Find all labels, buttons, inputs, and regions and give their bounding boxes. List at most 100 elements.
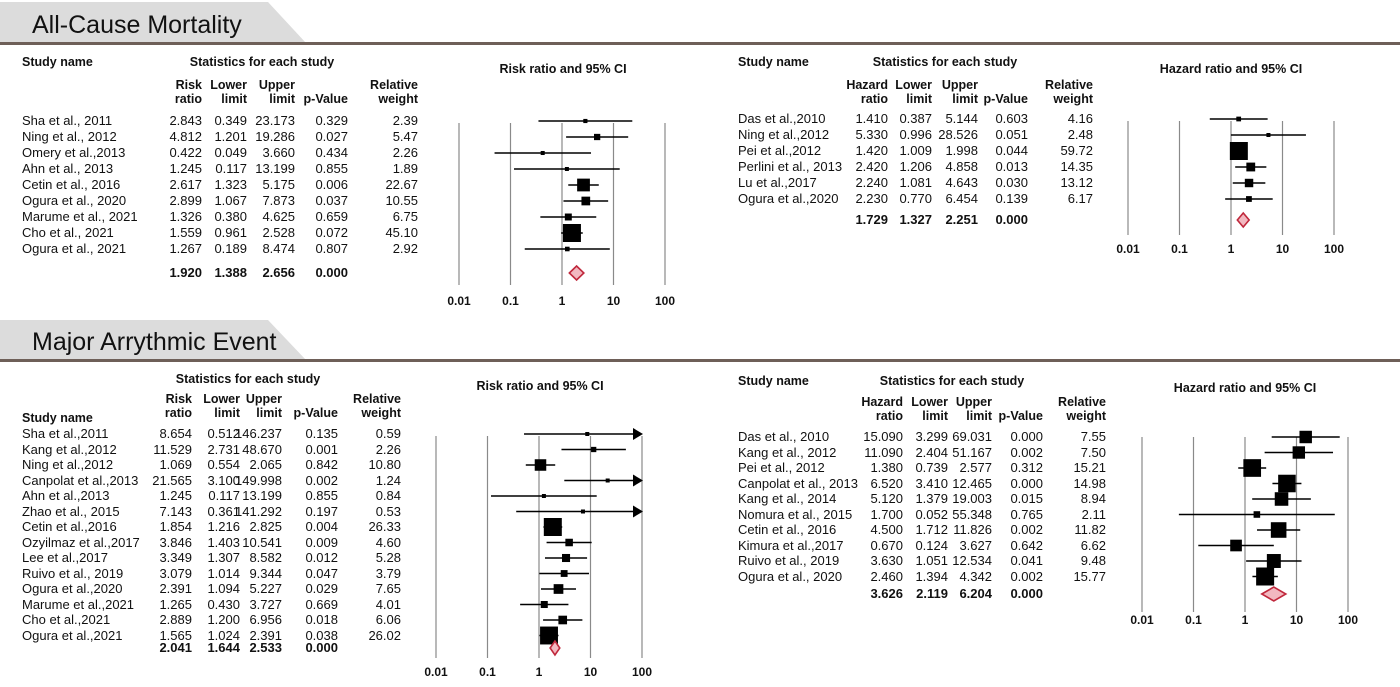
upper-limit-value: 8.474 [262, 241, 295, 256]
ratio-value: 1.265 [159, 596, 192, 612]
study-name: Pei et al.,2012 [738, 143, 822, 158]
p-value: 0.002 [1010, 522, 1043, 537]
ratio-value: 1.267 [169, 241, 202, 256]
study-estimate-box [565, 538, 573, 547]
relative-weight-value: 7.65 [375, 581, 401, 596]
p-value: 0.012 [305, 550, 338, 565]
relative-weight-value: 7.55 [1080, 429, 1106, 444]
study-estimate-box [1270, 522, 1287, 538]
upper-limit-value: 48.670 [242, 441, 282, 457]
upper-limit-header-line2: limit [269, 92, 295, 106]
study-name: Cetin et al.,2016 [22, 519, 117, 534]
study-name: Ogura et al.,2021 [22, 627, 123, 643]
relative-weight-value: 14.98 [1073, 475, 1106, 491]
ratio-header-line2: ratio [860, 92, 888, 106]
weight-header-line1: Relative [1058, 395, 1106, 409]
upper-limit-value: 51.167 [952, 444, 992, 460]
upper-limit-value: 4.342 [959, 568, 992, 584]
pooled-lower-limit: 1.644 [207, 640, 240, 655]
relative-weight-value: 1.24 [375, 472, 401, 488]
relative-weight-value: 15.21 [1073, 460, 1106, 475]
ci-arrow [633, 505, 643, 518]
lower-limit-header-line2: limit [221, 92, 247, 106]
ratio-value: 1.420 [855, 143, 888, 158]
lower-limit-value: 2.404 [915, 444, 948, 460]
ratio-value: 2.391 [159, 581, 192, 596]
ratio-value: 1.410 [855, 111, 888, 126]
study-estimate-box [581, 196, 591, 206]
lower-limit-value: 1.206 [899, 159, 932, 174]
study-name: Kang et al.,2012 [22, 441, 117, 457]
tick-label-0.1: 0.1 [479, 665, 496, 679]
ratio-value: 3.349 [159, 550, 192, 565]
p-value: 0.044 [995, 143, 1028, 158]
study-estimate-box [534, 459, 547, 471]
study-estimate-box [540, 150, 545, 156]
tick-label-10: 10 [584, 665, 598, 679]
weight-header-line1: Relative [370, 78, 418, 92]
p-value: 0.041 [1010, 553, 1043, 568]
tick-label-10: 10 [607, 294, 621, 308]
tick-label-10: 10 [1290, 613, 1304, 627]
lower-limit-value: 1.009 [899, 143, 932, 158]
relative-weight-value: 15.77 [1073, 568, 1106, 584]
pooled-p-value: 0.000 [305, 640, 338, 655]
upper-limit-value: 5.227 [249, 581, 282, 596]
study-estimate-box [1292, 446, 1306, 459]
p-value: 0.002 [1010, 444, 1043, 460]
ratio-value: 1.854 [159, 519, 192, 534]
ratio-value: 1.700 [870, 506, 903, 522]
study-name: Ning et al.,2012 [738, 127, 830, 142]
lower-limit-value: 0.124 [915, 537, 948, 553]
study-name-header: Study name [738, 55, 809, 69]
tick-label-0.1: 0.1 [1171, 242, 1188, 256]
study-name: Ogura et al., 2020 [22, 193, 127, 208]
lower-limit-value: 3.410 [915, 475, 948, 491]
upper-limit-header-line2: limit [256, 406, 282, 420]
ratio-value: 5.330 [855, 127, 888, 142]
study-name: Ning et al., 2012 [22, 129, 117, 144]
ratio-value: 4.812 [169, 129, 202, 144]
study-name: Ahn et al., 2013 [22, 161, 114, 176]
upper-limit-value: 5.175 [262, 177, 295, 192]
relative-weight-value: 6.17 [1067, 191, 1093, 206]
lower-limit-value: 0.512 [207, 426, 240, 441]
p-value-header: p-Value [303, 92, 348, 106]
upper-limit-value: 4.643 [945, 175, 978, 190]
study-name: Cetin et al., 2016 [738, 522, 837, 537]
relative-weight-value: 6.06 [375, 612, 401, 627]
tick-label-100: 100 [632, 665, 652, 679]
ratio-value: 1.380 [870, 460, 903, 475]
relative-weight-value: 11.82 [1074, 522, 1106, 537]
study-name: Kang et al., 2012 [738, 444, 837, 460]
p-value: 0.855 [305, 488, 338, 503]
lower-limit-value: 1.394 [915, 568, 948, 584]
lower-limit-value: 1.307 [207, 550, 240, 565]
pooled-upper-limit: 2.251 [945, 212, 978, 227]
ratio-value: 11.090 [864, 444, 903, 460]
study-estimate-box [540, 626, 558, 645]
ratio-value: 8.654 [159, 426, 192, 441]
study-estimate-box [562, 224, 581, 242]
p-value: 0.004 [305, 519, 338, 534]
lower-limit-value: 0.361 [207, 503, 240, 519]
section-divider [0, 359, 1400, 362]
relative-weight-value: 2.39 [392, 113, 418, 128]
weight-header-line1: Relative [1045, 78, 1093, 92]
lower-limit-value: 1.014 [207, 565, 240, 581]
upper-limit-header-line2: limit [966, 409, 992, 423]
study-estimate-box [583, 118, 588, 124]
study-name: Ruivo et al., 2019 [738, 553, 840, 568]
ratio-value: 7.143 [159, 503, 192, 519]
lower-limit-value: 1.403 [207, 534, 240, 550]
p-value: 0.038 [305, 627, 338, 643]
ratio-value: 0.422 [169, 145, 202, 160]
plot-title: Risk ratio and 95% CI [476, 379, 604, 393]
ci-arrow [633, 428, 643, 440]
relative-weight-value: 10.55 [385, 193, 418, 208]
study-name: Sha et al., 2011 [22, 113, 113, 128]
study-name: Ogura et al., 2020 [738, 568, 843, 584]
pooled-lower-limit: 1.327 [899, 212, 932, 227]
tick-label-100: 100 [1338, 613, 1358, 627]
